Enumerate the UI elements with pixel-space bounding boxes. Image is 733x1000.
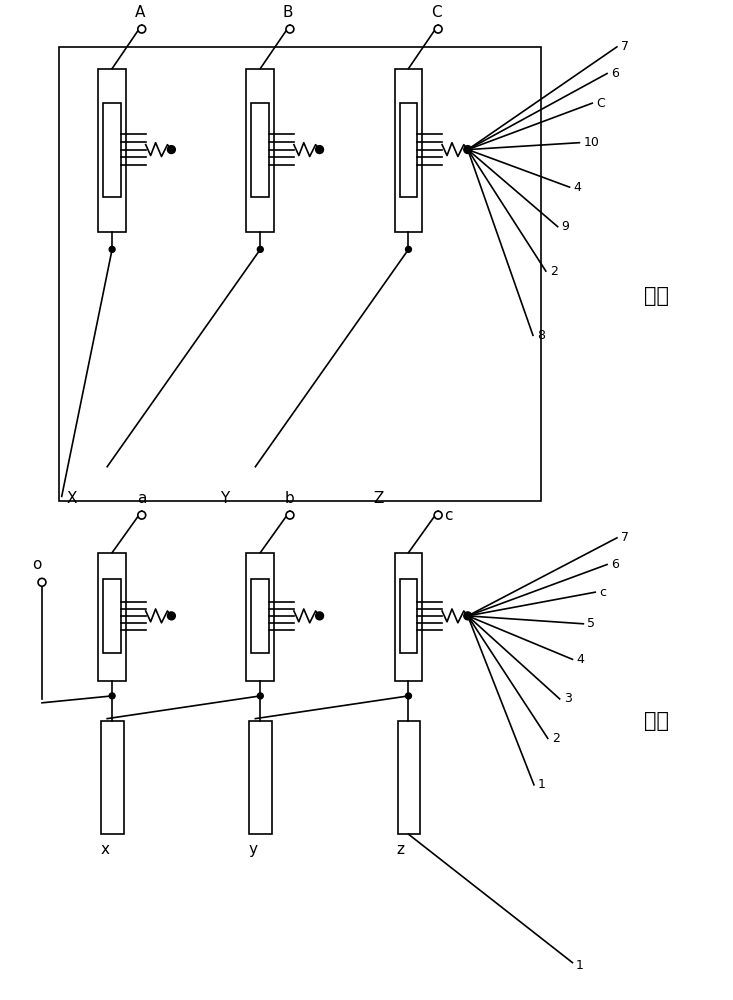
- Bar: [394, 69, 422, 232]
- Circle shape: [138, 511, 146, 519]
- Circle shape: [109, 246, 115, 252]
- Bar: [394, 553, 422, 681]
- Text: 3: 3: [564, 692, 572, 705]
- Bar: [103, 103, 121, 197]
- Bar: [249, 721, 272, 834]
- Text: z: z: [397, 842, 405, 857]
- Text: 7: 7: [621, 531, 629, 544]
- Text: 6: 6: [611, 67, 619, 80]
- Bar: [251, 103, 269, 197]
- Circle shape: [405, 246, 411, 252]
- Text: 9: 9: [561, 220, 570, 233]
- Circle shape: [464, 146, 472, 154]
- Text: a: a: [137, 491, 147, 506]
- Text: X: X: [67, 491, 77, 506]
- Circle shape: [138, 25, 146, 33]
- Text: 2: 2: [552, 732, 559, 745]
- Circle shape: [464, 612, 472, 620]
- Text: x: x: [100, 842, 109, 857]
- Text: Z: Z: [373, 491, 383, 506]
- Bar: [399, 579, 417, 653]
- Text: 1: 1: [575, 959, 583, 972]
- Circle shape: [434, 25, 442, 33]
- Text: Y: Y: [220, 491, 229, 506]
- Text: A: A: [135, 5, 145, 20]
- Circle shape: [316, 612, 323, 620]
- Circle shape: [405, 693, 411, 699]
- Bar: [251, 579, 269, 653]
- Text: o: o: [32, 557, 42, 572]
- Circle shape: [167, 612, 175, 620]
- Text: 2: 2: [550, 265, 558, 278]
- Bar: [101, 721, 124, 834]
- Circle shape: [286, 511, 294, 519]
- Text: C: C: [596, 97, 605, 110]
- Bar: [103, 579, 121, 653]
- Text: c: c: [444, 508, 452, 523]
- Text: 低压: 低压: [644, 711, 669, 731]
- Text: 4: 4: [573, 181, 581, 194]
- Text: B: B: [283, 5, 293, 20]
- Text: 10: 10: [583, 136, 599, 149]
- Text: y: y: [248, 842, 257, 857]
- Bar: [98, 553, 126, 681]
- Circle shape: [257, 246, 263, 252]
- Bar: [59, 47, 541, 501]
- Bar: [397, 721, 420, 834]
- Circle shape: [167, 146, 175, 154]
- Bar: [246, 553, 274, 681]
- Circle shape: [434, 511, 442, 519]
- Circle shape: [257, 693, 263, 699]
- Text: c: c: [599, 586, 606, 599]
- Text: 4: 4: [576, 653, 584, 666]
- Bar: [246, 69, 274, 232]
- Text: 1: 1: [538, 778, 546, 791]
- Circle shape: [286, 25, 294, 33]
- Circle shape: [109, 693, 115, 699]
- Text: 6: 6: [611, 558, 619, 571]
- Text: b: b: [285, 491, 295, 506]
- Text: 5: 5: [587, 617, 595, 630]
- Bar: [399, 103, 417, 197]
- Circle shape: [38, 578, 46, 586]
- Text: 高压: 高压: [644, 286, 669, 306]
- Text: C: C: [431, 5, 441, 20]
- Bar: [98, 69, 126, 232]
- Circle shape: [316, 146, 323, 154]
- Text: 8: 8: [537, 329, 545, 342]
- Text: 7: 7: [621, 40, 629, 53]
